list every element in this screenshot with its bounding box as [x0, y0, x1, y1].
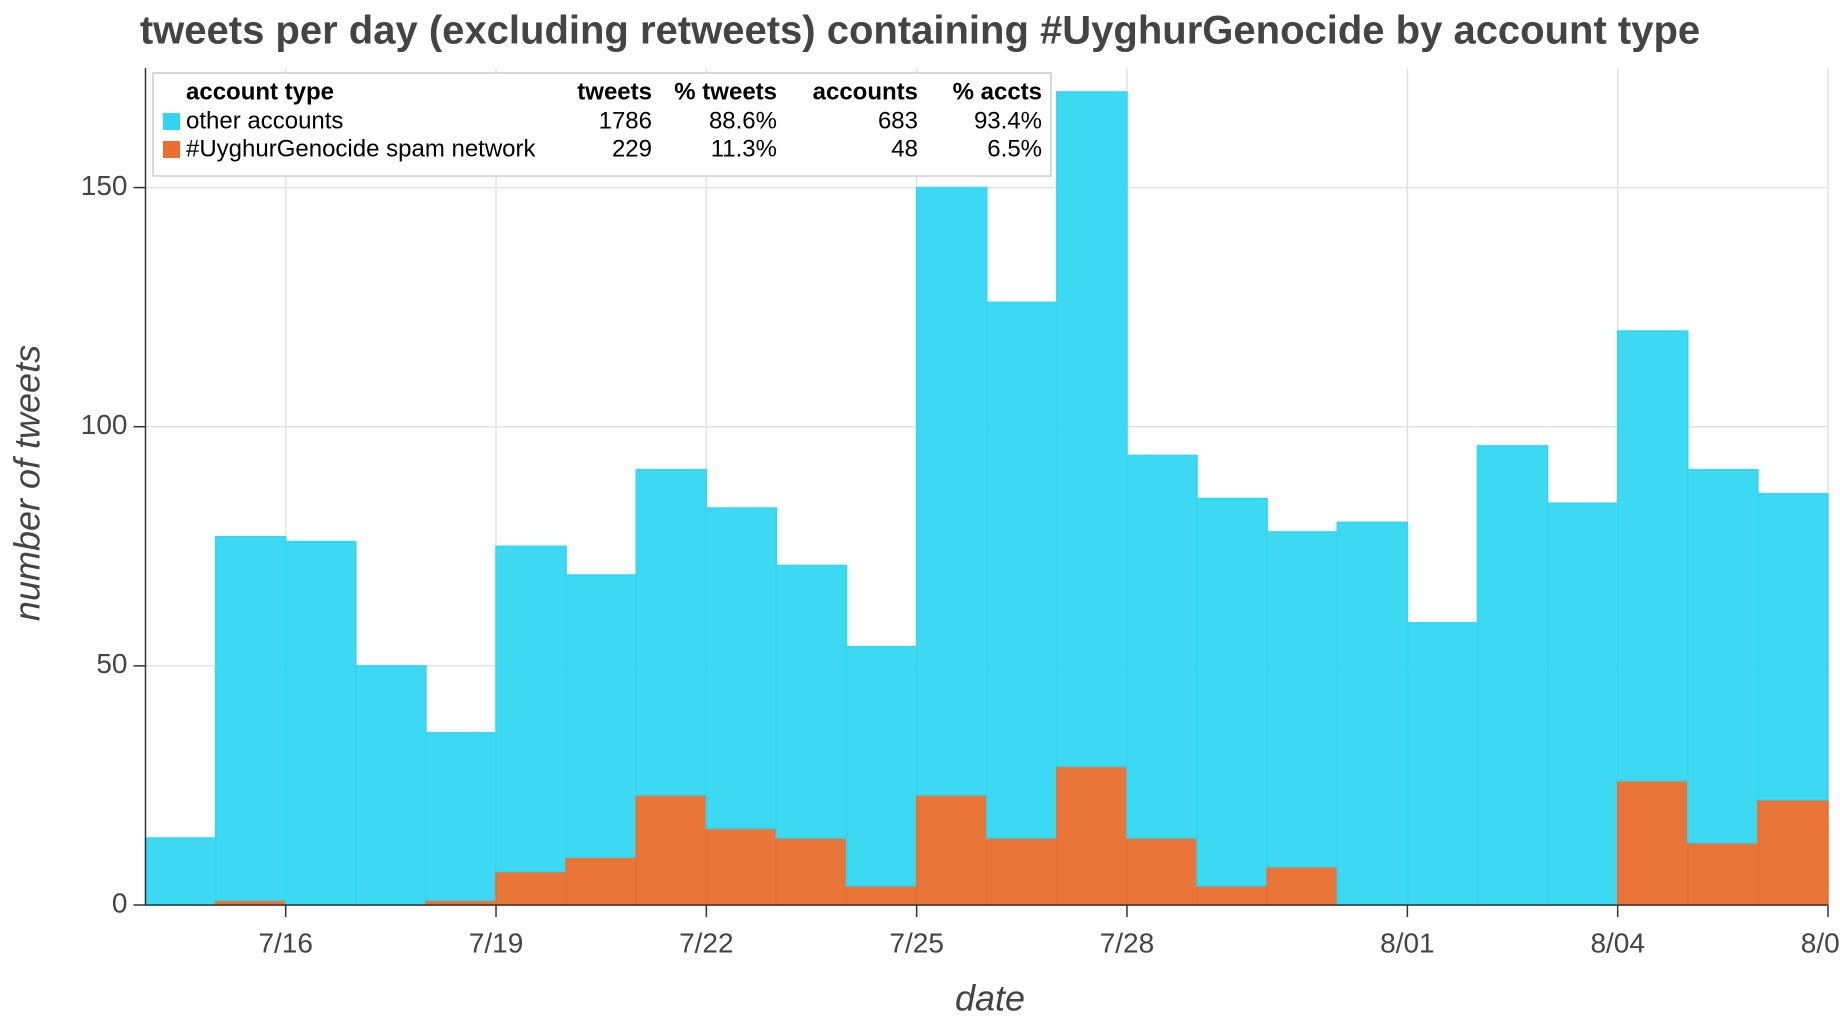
legend-label: other accounts: [186, 107, 343, 134]
x-tick-label: 8/04: [1590, 927, 1645, 958]
bar: [214, 535, 287, 901]
bar: [1406, 622, 1479, 906]
bar: [1616, 779, 1689, 906]
legend-box: [152, 72, 1052, 177]
bar: [495, 870, 567, 906]
bar: [915, 186, 988, 796]
y-tick-label: 100: [81, 409, 128, 440]
bar: [1056, 765, 1128, 906]
legend-header: % accts: [953, 78, 1042, 105]
bar: [144, 837, 217, 906]
bar: [1126, 837, 1198, 906]
bar: [1476, 445, 1549, 906]
y-tick-label: 0: [112, 887, 128, 918]
bar: [1687, 469, 1759, 844]
x-tick-label: 7/22: [679, 927, 734, 958]
bar: [1687, 842, 1759, 906]
legend-stat: 11.3%: [711, 135, 777, 162]
bar: [425, 732, 497, 901]
bar: [284, 540, 357, 906]
legend-swatch: [163, 141, 180, 158]
x-tick-label: 7/16: [258, 927, 313, 958]
legend-stat: 683: [878, 107, 918, 134]
bar: [1126, 454, 1198, 839]
legend-header: accounts: [813, 78, 918, 105]
bar: [1266, 531, 1339, 868]
y-tick-label: 150: [81, 170, 128, 201]
bar: [1546, 502, 1619, 906]
bar: [495, 545, 567, 873]
bar: [1196, 885, 1268, 906]
bar: [986, 837, 1058, 906]
chart-title: tweets per day (excluding retweets) cont…: [140, 9, 1700, 53]
bar: [775, 564, 848, 839]
axes: 0 50 100 150 7/16 7/19 7/22 7/25 7/28 8/01 8/04 8/0…: [81, 68, 1840, 958]
bar: [915, 794, 988, 906]
legend-header: account type: [186, 78, 334, 105]
legend-swatch: [163, 113, 180, 130]
bar: [1196, 497, 1268, 887]
legend-stat: 88.6%: [709, 107, 777, 134]
bar: [1616, 330, 1689, 782]
y-tick-label: 50: [96, 648, 127, 679]
bar: [1056, 91, 1128, 768]
bar: [1757, 492, 1829, 801]
legend: account type tweets % tweets accounts % acct…: [152, 72, 1052, 177]
legend-stat: 229: [612, 135, 652, 162]
x-axis-label: date: [955, 978, 1025, 1019]
x-tick-label: 7/25: [889, 927, 944, 958]
bar: [565, 574, 637, 858]
bar: [1266, 865, 1339, 906]
legend-header: % tweets: [674, 78, 777, 105]
bar: [635, 469, 708, 796]
x-tick-label: 7/19: [469, 927, 524, 958]
bar: [355, 665, 427, 906]
legend-stat: 1786: [599, 107, 652, 134]
bar: [565, 856, 637, 906]
bar: [845, 885, 918, 906]
legend-header: tweets: [577, 78, 652, 105]
x-tick-label: 8/01: [1380, 927, 1435, 958]
bar: [705, 507, 778, 830]
x-tick-label: 8/07: [1801, 927, 1840, 958]
legend-label: #UyghurGenocide spam network: [186, 135, 537, 162]
bar: [986, 301, 1058, 839]
bar: [1336, 521, 1409, 906]
bar: [705, 827, 778, 906]
bar: [635, 794, 708, 906]
legend-stat: 48: [891, 135, 918, 162]
bar: [1757, 799, 1829, 906]
legend-stat: 6.5%: [987, 135, 1042, 162]
bar: [775, 837, 848, 906]
y-axis-label: number of tweets: [7, 345, 48, 621]
legend-stat: 93.4%: [974, 107, 1042, 134]
bar: [845, 645, 918, 887]
x-tick-label: 7/28: [1100, 927, 1155, 958]
bars: [144, 91, 1829, 906]
